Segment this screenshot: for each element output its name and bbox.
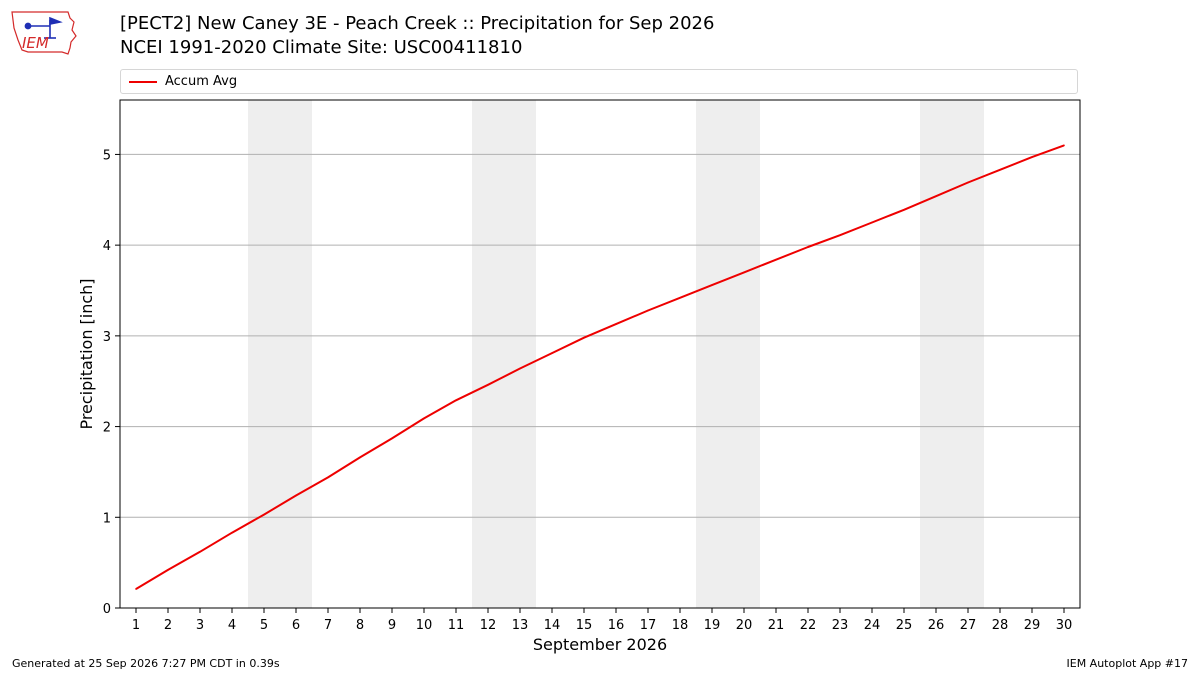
data-point (231, 531, 233, 534)
y-tick-label: 5 (103, 148, 111, 163)
y-tick-label: 3 (103, 330, 111, 345)
chart-title: [PECT2] New Caney 3E - Peach Creek :: Pr… (120, 13, 715, 34)
data-point (967, 181, 969, 184)
x-tick-label: 9 (388, 618, 396, 633)
x-tick-label: 10 (416, 618, 433, 633)
x-tick-label: 23 (832, 618, 849, 633)
weekend-band-4 (920, 100, 984, 608)
x-tick-label: 5 (260, 618, 268, 633)
data-point (903, 208, 905, 211)
weekend-shading (248, 100, 984, 608)
iem-logo: IEM (11, 11, 77, 55)
data-point (199, 550, 201, 553)
x-tick-label: 12 (480, 618, 497, 633)
data-point (487, 384, 489, 386)
data-point (743, 271, 745, 274)
logo-text: IEM (22, 34, 49, 52)
x-tick-label: 20 (736, 618, 753, 633)
x-tick-label: 2 (164, 618, 172, 633)
y-gridlines (120, 153, 1080, 518)
x-tick-label: 8 (356, 618, 364, 633)
autoplot-app-label: IEM Autoplot App #17 (1066, 657, 1189, 670)
data-point (775, 258, 777, 261)
y-tick-label: 4 (103, 239, 111, 254)
data-point (391, 437, 393, 440)
legend-swatch-accum-avg (129, 81, 157, 83)
x-tick-label: 7 (324, 618, 332, 633)
data-point (167, 569, 169, 571)
data-point (871, 221, 873, 224)
legend-label-accum-avg: Accum Avg (165, 74, 238, 89)
data-point (135, 588, 137, 590)
series-layer (135, 144, 1065, 590)
x-tick-label: 28 (992, 618, 1009, 633)
x-tick-label: 27 (960, 618, 977, 633)
x-tick-label: 22 (800, 618, 817, 633)
data-point (679, 296, 681, 299)
data-point (999, 169, 1001, 171)
data-point (423, 417, 425, 420)
data-point (1063, 144, 1065, 147)
x-tick-label: 19 (704, 618, 721, 633)
weekend-band-1 (248, 100, 312, 608)
x-tick-label: 26 (928, 618, 945, 633)
data-point (1031, 156, 1033, 158)
y-axis-ticks: 0 1 2 3 4 5 (103, 148, 120, 617)
data-point (615, 323, 617, 325)
x-tick-label: 24 (864, 618, 881, 633)
data-point (519, 367, 521, 370)
series-line-accum-avg (135, 144, 1065, 590)
x-tick-label: 13 (512, 618, 529, 633)
x-tick-label: 6 (292, 618, 300, 633)
data-point (583, 336, 585, 339)
x-tick-label: 21 (768, 618, 785, 633)
x-tick-label: 11 (448, 618, 465, 633)
y-tick-label: 0 (103, 602, 111, 617)
weekend-band-2 (472, 100, 536, 608)
data-point (295, 494, 297, 497)
data-point (327, 476, 329, 479)
x-tick-label: 14 (544, 618, 561, 633)
x-tick-label: 17 (640, 618, 657, 633)
x-tick-label: 4 (228, 618, 236, 633)
data-point (807, 246, 809, 248)
x-tick-label: 3 (196, 618, 204, 633)
plot-frame (119, 99, 1081, 609)
data-point (551, 352, 553, 354)
x-tick-label: 29 (1024, 618, 1041, 633)
y-tick-label: 1 (103, 511, 111, 526)
chart-subtitle: NCEI 1991-2020 Climate Site: USC00411810 (120, 37, 523, 58)
data-point (455, 399, 457, 402)
x-tick-label: 1 (132, 618, 140, 633)
x-axis-label: September 2026 (533, 635, 667, 654)
y-tick-label: 2 (103, 421, 111, 436)
data-point (263, 513, 265, 516)
data-point (711, 284, 713, 286)
chart-legend: Accum Avg (120, 69, 1078, 94)
weekend-band-3 (696, 100, 760, 608)
x-tick-label: 16 (608, 618, 625, 633)
x-tick-label: 15 (576, 618, 593, 633)
data-point (647, 309, 649, 312)
data-point (935, 195, 937, 197)
x-tick-label: 18 (672, 618, 689, 633)
x-axis-ticks: 1 2 3 4 5 6 7 8 9 10 11 12 13 14 15 16 17 18 19 20 21 22 23 24 2… (132, 608, 1072, 633)
generated-timestamp: Generated at 25 Sep 2026 7:27 PM CDT in … (12, 657, 280, 670)
y-axis-label: Precipitation [inch] (77, 278, 96, 429)
data-point (359, 456, 361, 459)
x-tick-label: 30 (1056, 618, 1073, 633)
data-point (839, 234, 841, 236)
x-tick-label: 25 (896, 618, 913, 633)
weather-station-icon (24, 16, 63, 39)
